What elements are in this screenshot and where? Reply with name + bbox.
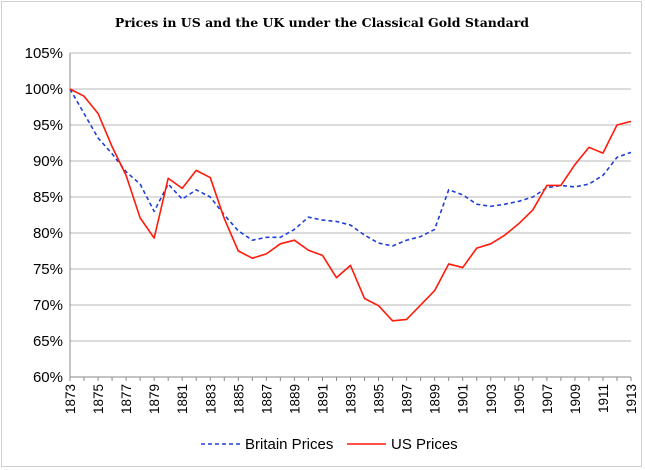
x-tick-label: 1903: [484, 384, 499, 414]
x-tick-label: 1879: [147, 384, 162, 414]
y-tick-label: 100%: [25, 81, 63, 98]
series-lines: [69, 88, 632, 322]
x-tick-label: 1883: [203, 384, 218, 414]
x-tick-label: 1873: [63, 384, 78, 414]
legend-label-britain-prices: Britain Prices: [245, 436, 333, 453]
series-line-us-prices: [69, 88, 632, 322]
y-tick-label: 65%: [33, 333, 63, 350]
x-tick-label: 1881: [175, 384, 190, 414]
legend-label-us-prices: US Prices: [391, 436, 458, 453]
x-tick-label: 1913: [624, 384, 639, 414]
x-tick-label: 1895: [372, 384, 387, 414]
x-tick-label: 1909: [568, 384, 583, 414]
y-axis-tick-labels: 60% 65% 70% 75% 80% 85% 90% 95% 100% 105%: [25, 45, 63, 386]
x-tick-label: 1901: [456, 384, 471, 414]
axes: [69, 53, 632, 381]
x-tick-label: 1889: [287, 384, 302, 414]
x-tick-label: 1905: [512, 384, 527, 414]
x-tick-label: 1877: [119, 384, 134, 414]
y-tick-label: 95%: [33, 117, 63, 134]
x-axis-tick-labels: 1873 1875 1877 1879 1881 1883 1885 1887 1889 1891…: [63, 384, 639, 414]
x-tick-label: 1911: [596, 384, 611, 413]
x-tick-label: 1893: [344, 384, 359, 414]
x-tick-label: 1885: [231, 384, 246, 414]
y-tick-label: 60%: [33, 369, 63, 386]
chart-title: Prices in US and the UK under the Classi…: [115, 15, 529, 30]
x-tick-label: 1887: [259, 384, 274, 414]
x-tick-label: 1899: [428, 384, 443, 414]
y-tick-label: 90%: [33, 153, 63, 170]
y-tick-label: 70%: [33, 297, 63, 314]
x-tick-label: 1875: [91, 384, 106, 414]
series-line-britain-prices: [69, 88, 632, 247]
gridlines: [70, 52, 631, 342]
y-tick-label: 80%: [33, 225, 63, 242]
x-tick-label: 1897: [400, 384, 415, 414]
x-tick-label: 1907: [540, 384, 555, 414]
y-tick-label: 85%: [33, 189, 63, 206]
legend: Britain Prices US Prices: [201, 436, 458, 453]
x-tick-label: 1891: [315, 384, 330, 414]
y-tick-label: 105%: [25, 45, 63, 62]
y-tick-label: 75%: [33, 261, 63, 278]
